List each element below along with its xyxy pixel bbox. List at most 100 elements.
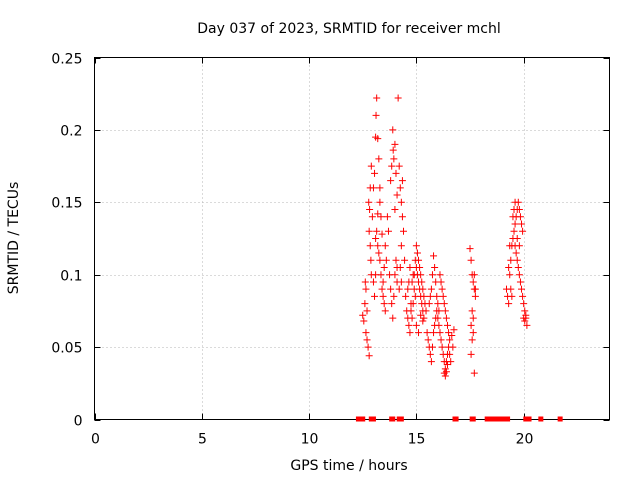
data-point <box>406 263 414 271</box>
data-point <box>405 278 413 286</box>
data-point <box>363 336 371 344</box>
data-point <box>391 206 399 214</box>
data-point <box>518 285 526 293</box>
data-point <box>425 300 433 308</box>
data-point <box>374 242 382 250</box>
data-point <box>442 314 450 322</box>
data-point <box>442 368 450 376</box>
data-point <box>471 285 479 293</box>
zero-data-point <box>488 416 494 422</box>
data-point <box>397 278 405 286</box>
zero-data-point <box>538 416 544 422</box>
data-point <box>368 213 376 221</box>
data-point <box>379 278 387 286</box>
data-point <box>373 227 381 235</box>
data-point <box>505 300 513 308</box>
data-point <box>376 256 384 264</box>
data-point <box>361 300 369 308</box>
data-point <box>434 300 442 308</box>
data-point <box>388 300 396 308</box>
x-tick-label: 20 <box>516 432 534 448</box>
data-point <box>521 317 529 325</box>
zero-data-point <box>398 416 404 422</box>
data-point <box>519 292 527 300</box>
data-point <box>381 307 389 315</box>
data-point <box>375 155 383 163</box>
data-point <box>376 198 384 206</box>
data-point <box>365 227 373 235</box>
data-point <box>383 213 391 221</box>
data-point <box>507 285 515 293</box>
data-point <box>361 278 369 286</box>
data-point <box>511 220 519 228</box>
data-point <box>469 314 477 322</box>
y-axis-label: SRMTID / TECUs <box>6 182 22 295</box>
data-point <box>389 126 397 134</box>
data-point <box>372 271 380 279</box>
data-point <box>467 321 475 329</box>
grid <box>94 57 610 420</box>
data-point <box>505 263 513 271</box>
data-point <box>394 94 402 102</box>
data-point <box>470 369 478 377</box>
data-points <box>355 94 563 422</box>
data-point <box>372 111 380 119</box>
data-point <box>364 343 372 351</box>
data-point <box>447 358 455 366</box>
data-point <box>522 311 530 319</box>
y-tick-label: 0 <box>74 414 83 430</box>
data-point <box>436 329 444 337</box>
data-point <box>397 198 405 206</box>
data-point <box>427 285 435 293</box>
data-point <box>426 292 434 300</box>
data-point <box>417 311 425 319</box>
x-tick-label: 5 <box>198 432 207 448</box>
zero-data-point <box>557 416 563 422</box>
data-point <box>362 329 370 337</box>
data-point <box>420 314 428 322</box>
data-point <box>468 307 476 315</box>
data-point <box>441 365 449 373</box>
data-point <box>398 213 406 221</box>
zero-data-point <box>505 416 511 422</box>
x-tick-label: 10 <box>301 432 319 448</box>
x-tick-label: 15 <box>408 432 426 448</box>
data-point <box>389 314 397 322</box>
data-point <box>409 300 417 308</box>
data-point <box>365 198 373 206</box>
data-point <box>466 245 474 253</box>
data-point <box>405 321 413 329</box>
data-point <box>377 213 385 221</box>
data-point <box>360 317 368 325</box>
data-point <box>367 256 375 264</box>
data-point <box>506 271 514 279</box>
data-point <box>510 206 518 214</box>
plot-frame <box>94 57 610 420</box>
data-point <box>513 256 521 264</box>
data-point <box>397 242 405 250</box>
data-point <box>445 329 453 337</box>
data-point <box>415 256 423 264</box>
data-point <box>428 343 436 351</box>
data-point <box>446 350 454 358</box>
zero-data-point <box>526 416 532 422</box>
data-point <box>450 326 458 334</box>
data-point <box>434 314 442 322</box>
data-point <box>371 169 379 177</box>
data-point <box>389 146 397 154</box>
data-point <box>437 278 445 286</box>
data-point <box>439 292 447 300</box>
data-point <box>380 300 388 308</box>
data-point <box>375 249 383 257</box>
data-point <box>441 307 449 315</box>
data-point <box>471 292 479 300</box>
data-point <box>359 311 367 319</box>
data-point <box>511 198 519 206</box>
data-point <box>469 329 477 337</box>
zero-data-point <box>497 416 503 422</box>
zero-data-point <box>390 416 396 422</box>
data-point <box>369 184 377 192</box>
data-point <box>374 135 382 143</box>
y-tick-label: 0.1 <box>60 269 82 285</box>
